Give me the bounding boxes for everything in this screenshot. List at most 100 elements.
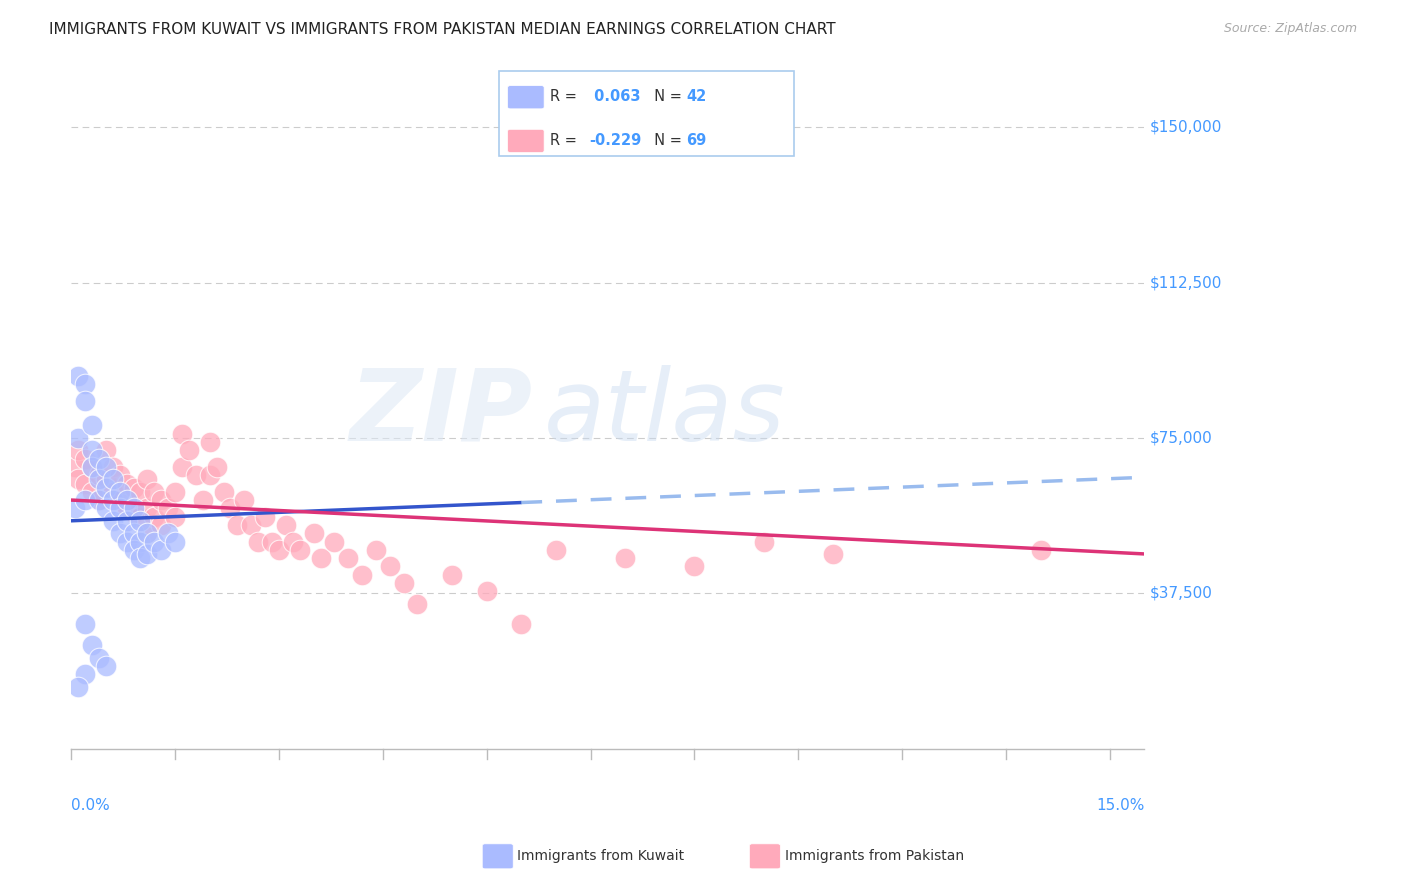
Point [80,638,103,652]
Point [75,667,97,681]
Point [67,443,90,458]
Point [170,459,193,474]
Point [170,426,193,441]
Point [1029,542,1052,557]
Point [614,551,637,566]
Point [136,526,159,541]
Point [122,506,145,520]
Text: 0.0%: 0.0% [72,798,110,814]
Point [392,576,415,591]
Text: -0.229: -0.229 [589,133,641,147]
Point [150,517,173,532]
Point [191,493,214,508]
Point [108,526,131,541]
Point [143,534,166,549]
Text: 0.063: 0.063 [589,89,641,103]
Point [101,472,124,486]
Point [80,459,103,474]
Point [240,517,263,532]
Point [274,517,297,532]
Point [80,484,103,499]
Point [150,493,173,508]
Point [129,514,152,528]
Point [267,542,290,557]
Text: 69: 69 [686,133,706,147]
Point [108,501,131,516]
Point [165,534,187,549]
Point [67,680,90,694]
Point [75,451,97,466]
Point [87,493,110,508]
Point [115,534,138,549]
Text: $150,000: $150,000 [1150,120,1222,135]
Point [122,526,145,541]
Point [129,551,152,566]
Point [302,526,325,541]
Point [115,501,138,516]
Point [67,368,90,383]
Point [337,551,360,566]
Point [441,567,464,582]
Point [75,476,97,491]
Point [683,559,706,574]
Point [129,509,152,524]
Point [143,484,166,499]
Point [260,534,283,549]
Point [101,484,124,499]
Point [821,547,844,561]
Point [198,435,221,450]
Point [226,517,249,532]
Point [136,526,159,541]
Text: Source: ZipAtlas.com: Source: ZipAtlas.com [1223,22,1357,36]
Point [115,514,138,528]
Text: IMMIGRANTS FROM KUWAIT VS IMMIGRANTS FROM PAKISTAN MEDIAN EARNINGS CORRELATION C: IMMIGRANTS FROM KUWAIT VS IMMIGRANTS FRO… [49,22,835,37]
Point [80,459,103,474]
Point [87,468,110,483]
Point [63,459,86,474]
Text: Immigrants from Pakistan: Immigrants from Pakistan [785,849,963,863]
Point [205,459,228,474]
Point [406,597,429,611]
Point [157,501,180,516]
Point [254,509,277,524]
Point [136,472,159,486]
Point [94,443,117,458]
Point [184,468,207,483]
Point [288,542,311,557]
Point [323,534,346,549]
Text: R =: R = [550,133,581,147]
Point [378,559,401,574]
Point [281,534,304,549]
Point [75,493,97,508]
Point [247,534,270,549]
Point [136,501,159,516]
Point [94,459,117,474]
Point [101,514,124,528]
Point [108,468,131,483]
Point [309,551,332,566]
Text: ZIP: ZIP [350,365,533,461]
Point [136,547,159,561]
Point [219,501,242,516]
Point [129,534,152,549]
Point [122,501,145,516]
Text: R =: R = [550,89,581,103]
Point [87,493,110,508]
Point [67,472,90,486]
Point [115,476,138,491]
Point [157,526,180,541]
Point [510,617,533,632]
Point [198,468,221,483]
Point [122,481,145,495]
Text: Immigrants from Kuwait: Immigrants from Kuwait [517,849,685,863]
Point [352,567,374,582]
Text: 15.0%: 15.0% [1097,798,1144,814]
Point [94,472,117,486]
Text: N =: N = [645,89,688,103]
Text: atlas: atlas [544,365,785,461]
Point [80,443,103,458]
Point [87,451,110,466]
Point [87,650,110,665]
Point [752,534,775,549]
Point [94,481,117,495]
